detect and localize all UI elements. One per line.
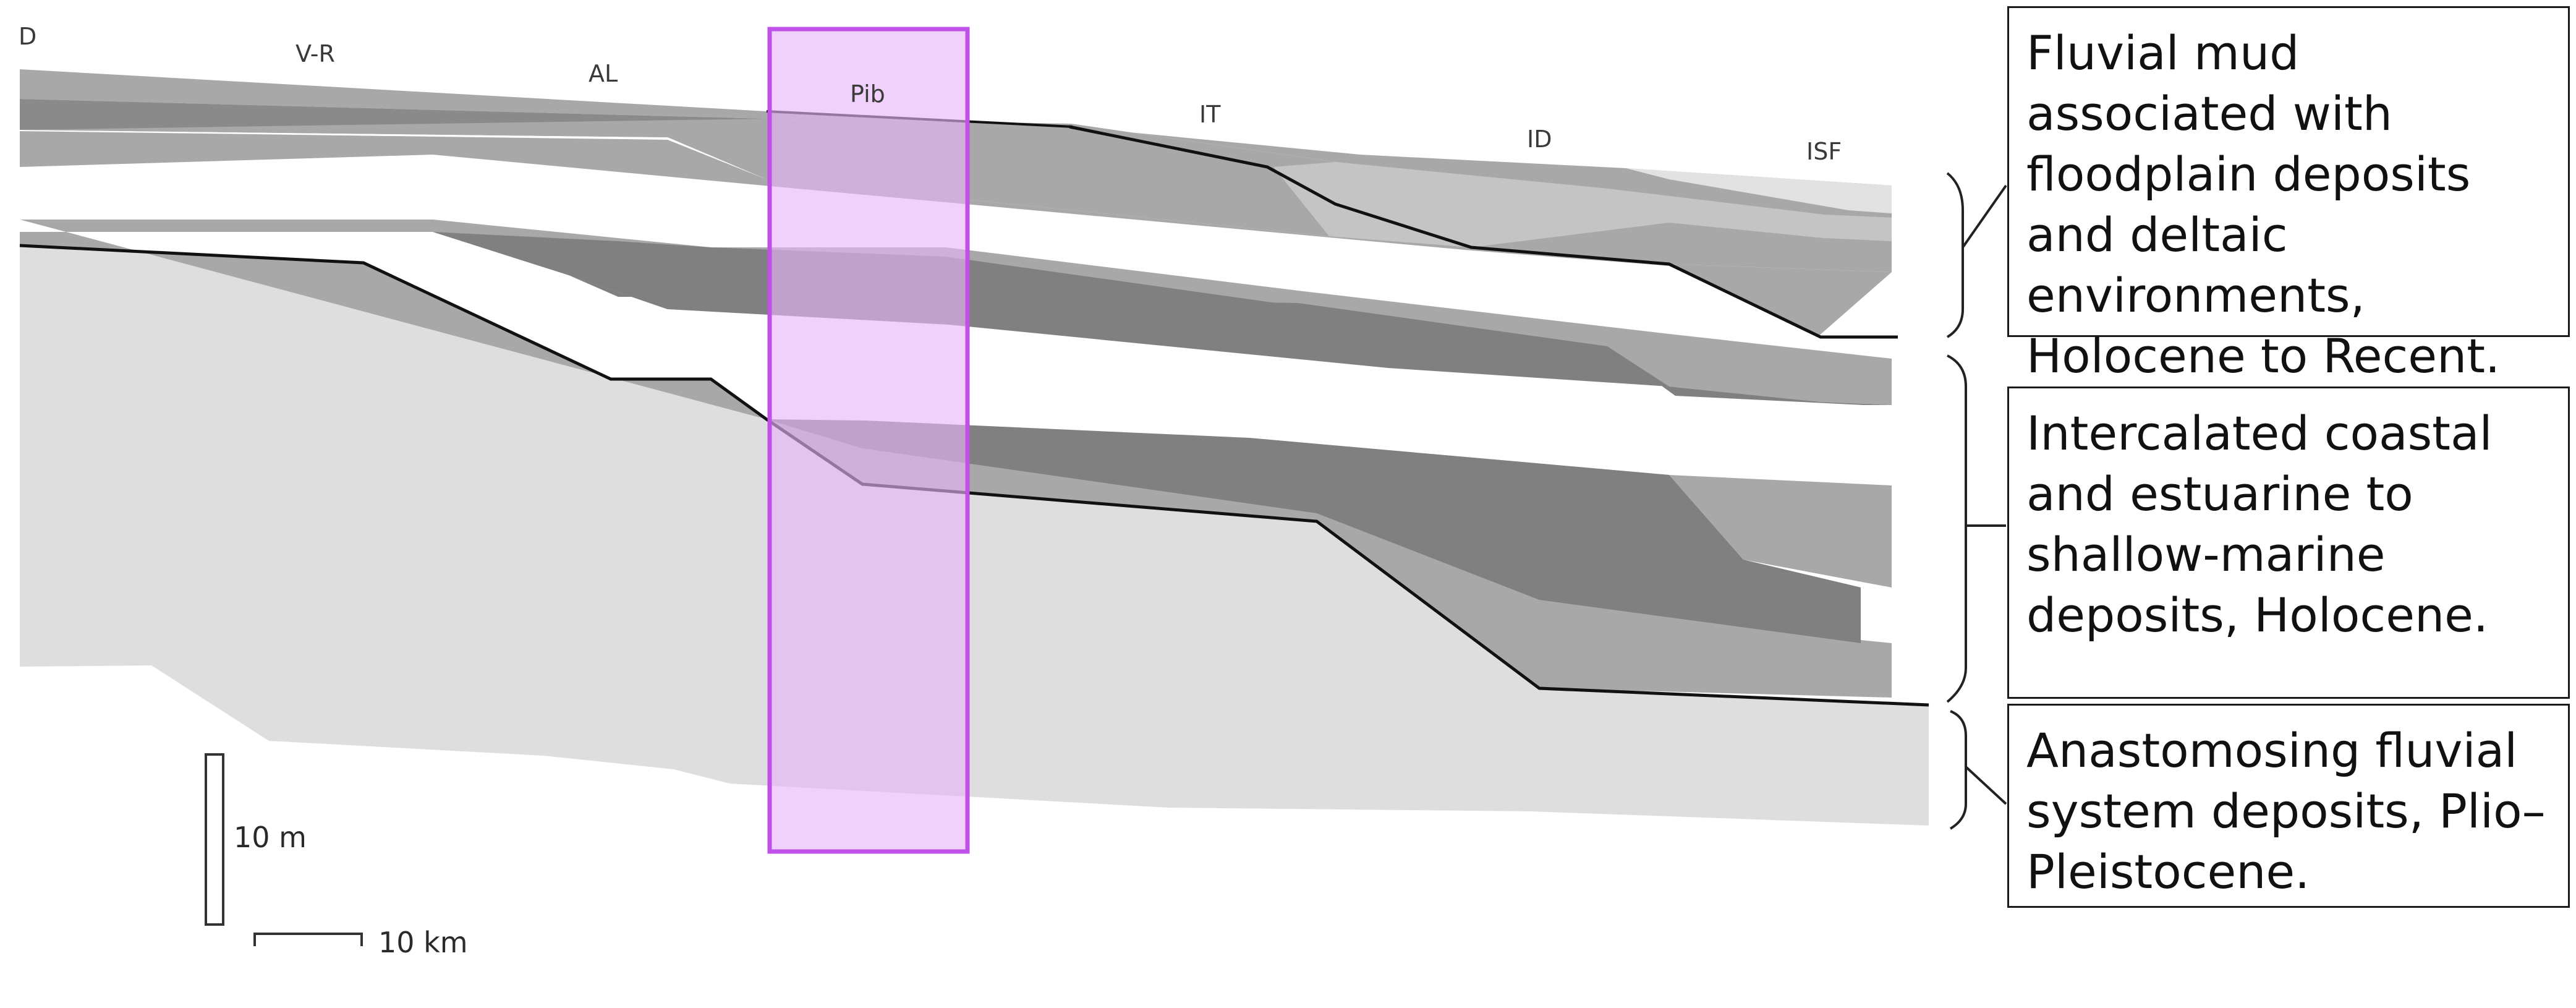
legend-coastal-estuarine: Intercalated coastal and estuarine to sh…: [2007, 387, 2570, 699]
legend-anastomosing-fluvial: Anastomosing fluvial system deposits, Pl…: [2007, 704, 2570, 908]
legend-fluvial-mud-text: Fluvial mud associated with floodplain d…: [2026, 25, 2501, 383]
horizontal-scale-bar: [253, 933, 363, 946]
right-wedge: [1669, 475, 1892, 587]
brace-upper: [1946, 172, 1964, 338]
brace-middle: [1946, 354, 1967, 703]
right-gap: [1817, 272, 1904, 337]
site-label-Pib: Pib: [850, 80, 885, 108]
site-label-ID: ID: [1527, 126, 1552, 153]
upper-mud-layer-4: [1273, 162, 1892, 247]
brace-lower-leader: [1965, 766, 2007, 805]
site-label-ISF: ISF: [1806, 138, 1842, 165]
legend-fluvial-mud: Fluvial mud associated with floodplain d…: [2007, 6, 2570, 383]
legend-anastomosing-fluvial-text: Anastomosing fluvial system deposits, Pl…: [2026, 723, 2546, 899]
site-label-IT: IT: [1199, 101, 1221, 128]
site-label-V-R: V-R: [295, 40, 335, 67]
top-light-layer: [1626, 168, 1892, 213]
horizontal-scale-label: 10 km: [378, 926, 468, 959]
plio-pleistocene-unit: [20, 246, 1929, 826]
site-label-D: D: [19, 23, 36, 50]
highlight-column: [767, 27, 970, 854]
site-label-AL: AL: [589, 60, 618, 87]
upper-mud-layer-5: [20, 131, 1892, 337]
brace-upper-leader: [1962, 184, 2007, 249]
unconformity-lower: [19, 244, 1929, 707]
vertical-scale-label: 10 m: [234, 821, 307, 854]
upper-mud-layer-1: [20, 69, 1892, 218]
dark-facies-lower: [767, 419, 1861, 643]
unconformity-upper: [1069, 125, 1898, 339]
legend-coastal-estuarine-text: Intercalated coastal and estuarine to sh…: [2026, 406, 2493, 643]
vertical-scale-bar: [205, 753, 224, 926]
brace-lower: [1949, 710, 1967, 830]
